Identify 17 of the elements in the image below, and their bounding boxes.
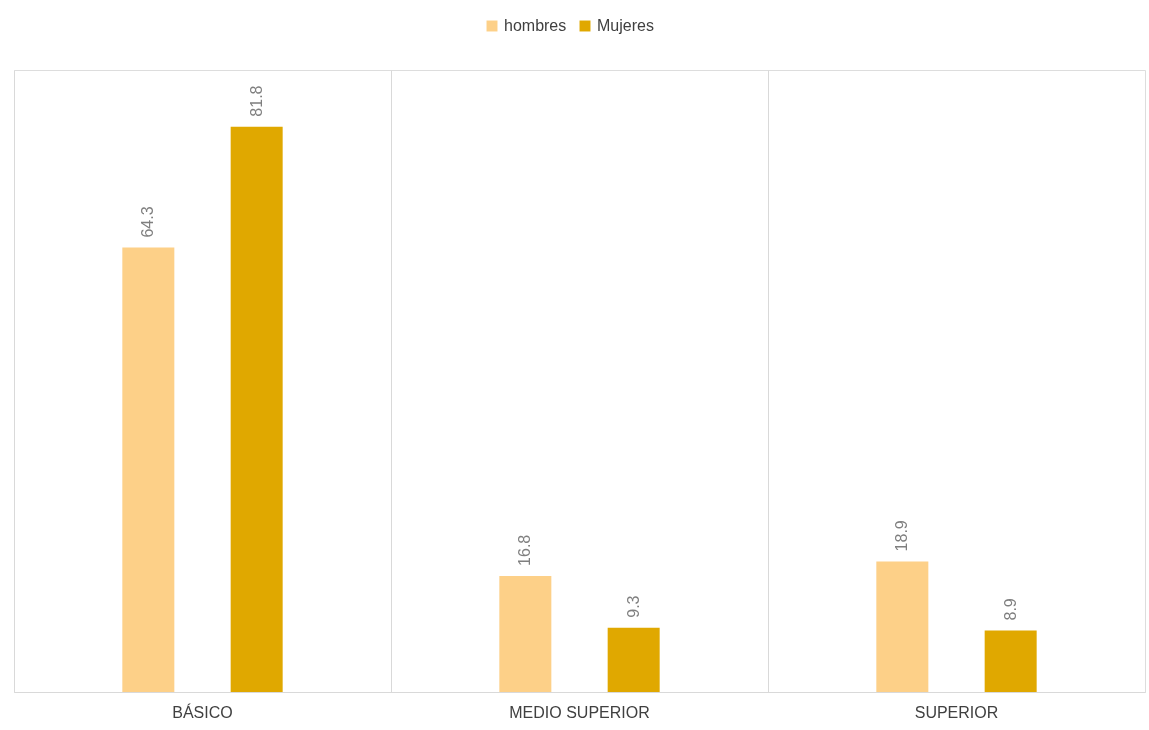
x-tick-label: MEDIO SUPERIOR — [509, 703, 650, 721]
bar — [122, 247, 175, 692]
data-label: 8.9 — [1001, 598, 1019, 621]
bar — [607, 627, 660, 692]
data-label: 64.3 — [139, 206, 157, 238]
bar — [984, 630, 1037, 692]
legend-label: hombres — [504, 17, 567, 34]
legend-label: Mujeres — [597, 17, 654, 34]
data-label: 16.8 — [516, 534, 534, 566]
bar — [499, 575, 552, 692]
bar — [876, 561, 929, 692]
bar — [230, 126, 283, 692]
x-tick-label: SUPERIOR — [914, 703, 999, 721]
x-tick-label: BÁSICO — [172, 702, 233, 721]
data-label: 18.9 — [893, 520, 911, 552]
data-label: 9.3 — [624, 595, 642, 618]
data-label: 81.8 — [247, 85, 265, 117]
